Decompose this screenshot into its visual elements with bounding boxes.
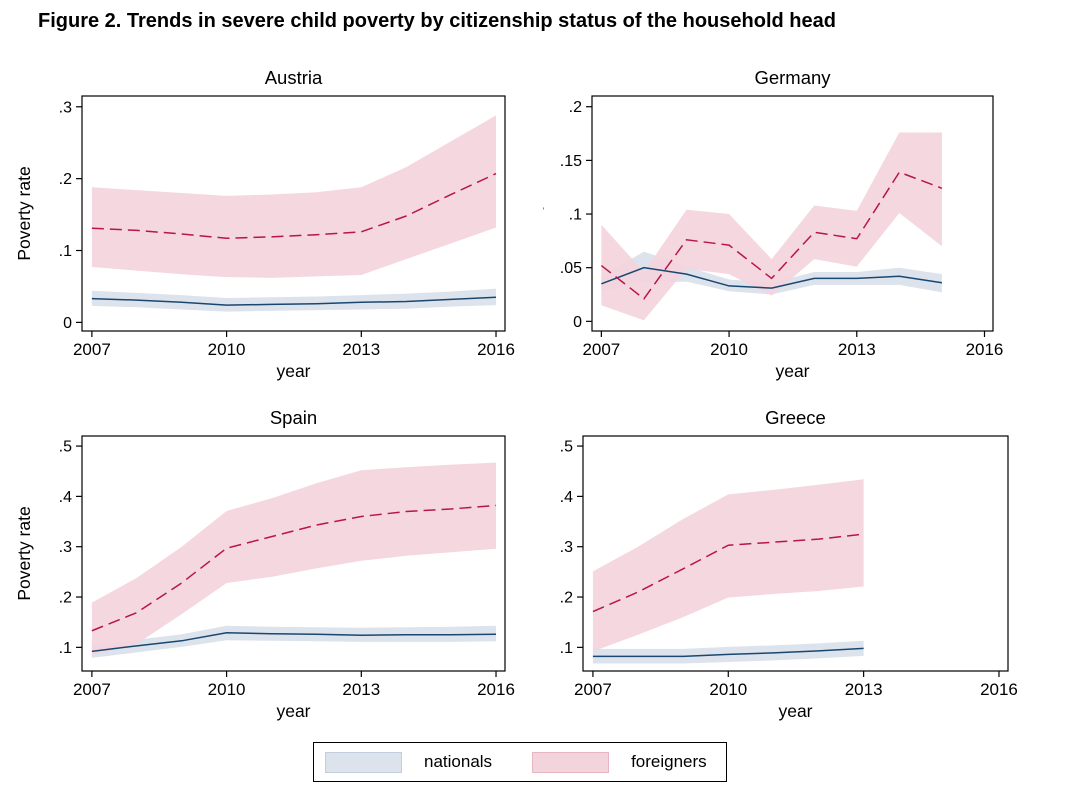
- panel-title: Greece: [765, 407, 826, 428]
- y-axis-label: Poverty rate: [14, 506, 34, 600]
- x-tick-label: 2013: [342, 680, 380, 699]
- foreigners-line: [91, 504, 497, 632]
- y-tick-label: .1: [59, 243, 72, 260]
- y-tick-label: .5: [560, 439, 573, 456]
- foreigners-confidence-band: [91, 115, 497, 278]
- legend-label-foreigners: foreigners: [631, 752, 707, 771]
- chart-panel-austria: 0 .1 .2 .3 2007 2010 2013 2016 Austria Poverty ra…: [0, 57, 542, 397]
- y-tick-label: .15: [560, 153, 582, 170]
- y-axis-label: Poverty rate: [543, 166, 544, 260]
- chart-svg: .1.2.3.4.52007201020132016GreecePoverty …: [515, 407, 1018, 721]
- y-tick-label: .4: [560, 489, 573, 506]
- y-tick-label: .4: [59, 489, 72, 506]
- y-tick-label: .3: [59, 539, 72, 556]
- y-tick-label: .1: [59, 640, 72, 657]
- y-tick-label: 0: [573, 314, 582, 331]
- nationals-confidence-band: [91, 625, 497, 658]
- y-tick-label: .2: [569, 99, 582, 116]
- nationals-line: [592, 647, 864, 658]
- nationals-line: [91, 296, 497, 306]
- y-axis-label: Poverty rate: [14, 166, 34, 260]
- plot-box: [81, 435, 506, 672]
- foreigners-line: [600, 171, 943, 300]
- y-tick-label: .2: [560, 590, 573, 607]
- x-axis-label: year: [778, 701, 812, 721]
- foreigners-band-swatch: [532, 751, 610, 773]
- x-tick-label: 2013: [845, 680, 883, 699]
- chart-svg: .1 .2 .3 .4 .5 2007 2010 2013 2016 Spain Poverty r…: [14, 407, 515, 721]
- plot-box: [582, 435, 1009, 672]
- x-tick-label: 2013: [838, 340, 876, 359]
- y-tick-label: .05: [560, 260, 582, 277]
- chart-panel-greece: .1.2.3.4.52007201020132016GreecePoverty …: [515, 397, 1085, 737]
- y-tick-label: .1: [560, 640, 573, 657]
- y-tick-label: .1: [569, 207, 582, 224]
- x-tick-label: 2016: [477, 340, 515, 359]
- nationals-band-swatch: [325, 751, 402, 773]
- panel-title: Spain: [270, 407, 317, 428]
- x-tick-label: 2016: [477, 680, 515, 699]
- x-axis-label: year: [276, 361, 310, 381]
- y-tick-label: .2: [59, 590, 72, 607]
- y-tick-label: .5: [59, 439, 72, 456]
- legend: nationals foreigners: [313, 742, 727, 782]
- x-tick-label: 2010: [208, 340, 246, 359]
- nationals-confidence-band: [601, 251, 942, 295]
- y-tick-label: .3: [560, 539, 573, 556]
- x-tick-label: 2007: [73, 680, 111, 699]
- chart-svg: 0 .05 .1 .15 .2 2007 2010 2013 2016 Germany Povert…: [524, 67, 1004, 381]
- foreigners-confidence-band: [91, 462, 497, 656]
- x-tick-label: 2007: [73, 340, 111, 359]
- nationals-confidence-band: [91, 288, 497, 312]
- x-tick-label: 2007: [574, 680, 612, 699]
- nationals-line: [91, 632, 497, 653]
- foreigners-line: [592, 533, 864, 613]
- x-axis-label: year: [276, 701, 310, 721]
- x-tick-label: 2010: [709, 680, 747, 699]
- x-tick-label: 2007: [582, 340, 620, 359]
- foreigners-confidence-band: [592, 479, 864, 652]
- plot-box: [81, 95, 506, 332]
- y-tick-label: .2: [59, 171, 72, 188]
- legend-label-nationals: nationals: [424, 752, 493, 771]
- chart-svg: 0 .1 .2 .3 2007 2010 2013 2016 Austria Poverty ra…: [14, 67, 515, 381]
- y-tick-label: 0: [63, 315, 72, 332]
- legend-item-nationals: nationals: [325, 751, 493, 773]
- x-tick-label: 2016: [966, 340, 1004, 359]
- nationals-confidence-band: [592, 640, 864, 664]
- x-tick-label: 2010: [710, 340, 748, 359]
- panel-title: Germany: [754, 67, 831, 88]
- foreigners-confidence-band: [601, 132, 942, 321]
- legend-item-foreigners: foreigners: [532, 751, 707, 773]
- figure-title: Figure 2. Trends in severe child poverty…: [38, 10, 836, 32]
- foreigners-line: [91, 172, 497, 240]
- x-tick-label: 2016: [980, 680, 1018, 699]
- nationals-line: [601, 266, 943, 289]
- x-axis-label: year: [775, 361, 809, 381]
- chart-panel-spain: .1 .2 .3 .4 .5 2007 2010 2013 2016 Spain Poverty r…: [0, 397, 542, 737]
- chart-panel-germany: 0 .05 .1 .15 .2 2007 2010 2013 2016 Germany Povert…: [524, 57, 1085, 397]
- panel-title: Austria: [265, 67, 323, 88]
- x-tick-label: 2013: [342, 340, 380, 359]
- y-tick-label: .3: [59, 99, 72, 116]
- x-tick-label: 2010: [208, 680, 246, 699]
